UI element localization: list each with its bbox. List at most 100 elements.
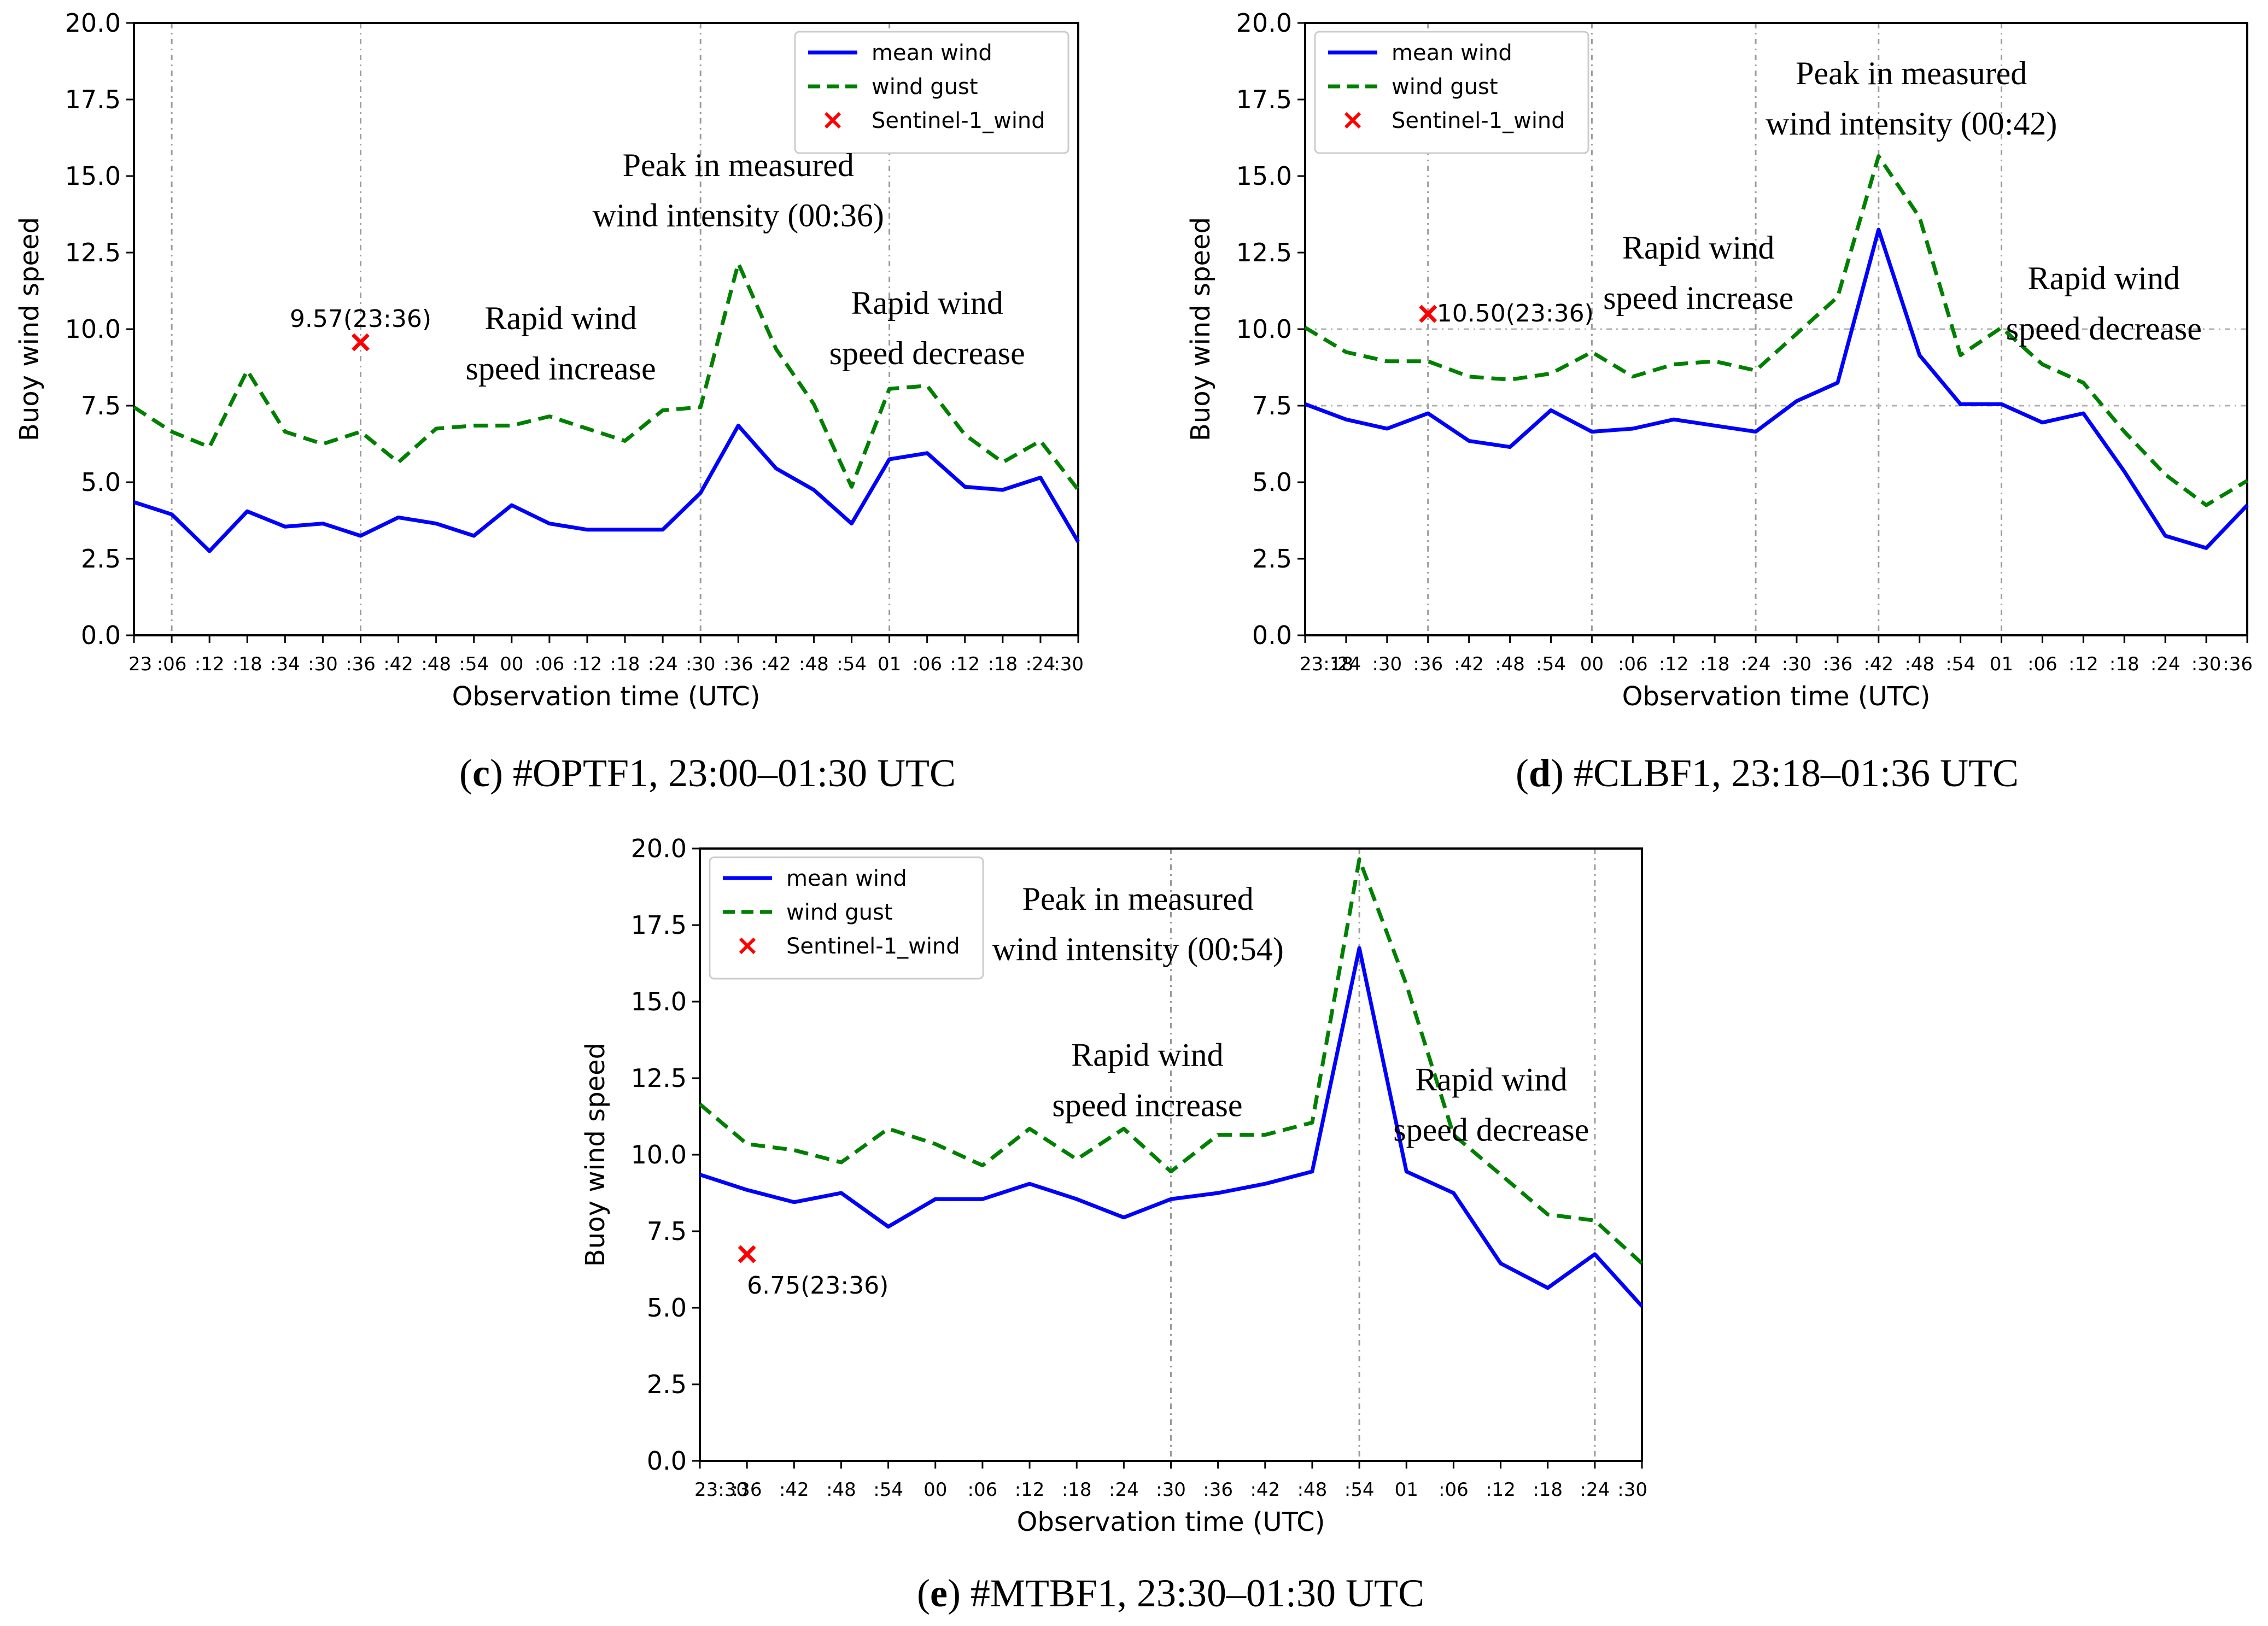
y-tick-label: 7.5 bbox=[1252, 391, 1292, 420]
x-tick-label: :54 bbox=[873, 1479, 903, 1501]
annotation-text: Rapid wind bbox=[484, 300, 636, 336]
chart-panel-e: 0.02.55.07.510.012.515.017.520.023:30:36… bbox=[580, 834, 1647, 1537]
x-tick-label: :54 bbox=[837, 653, 867, 675]
annotation-text: Rapid wind bbox=[1622, 230, 1774, 266]
x-tick-label: :24 bbox=[1331, 653, 1361, 675]
chart-panel-d: 0.02.55.07.510.012.515.017.520.023:18:24… bbox=[1185, 8, 2253, 712]
annotation-text: Rapid wind bbox=[851, 285, 1003, 321]
x-tick-label: :30 bbox=[1372, 653, 1402, 675]
annotation-text: speed increase bbox=[1603, 280, 1793, 316]
x-tick-label: :06 bbox=[2027, 653, 2057, 675]
y-tick-label: 2.5 bbox=[647, 1370, 687, 1399]
legend-label: Sentinel-1_wind bbox=[786, 934, 960, 959]
x-tick-label: :06 bbox=[968, 1479, 998, 1501]
x-tick-label: :42 bbox=[1250, 1479, 1280, 1501]
x-tick-label: :12 bbox=[195, 653, 225, 675]
x-axis-label: Observation time (UTC) bbox=[452, 681, 761, 712]
x-tick-label: :54 bbox=[1536, 653, 1566, 675]
x-tick-label: :48 bbox=[799, 653, 829, 675]
y-tick-label: 12.5 bbox=[631, 1063, 687, 1093]
x-tick-label: :30 bbox=[1617, 1479, 1647, 1501]
x-tick-label: :24 bbox=[648, 653, 678, 675]
y-axis-label: Buoy wind speed bbox=[1185, 217, 1216, 441]
x-tick-label: :36 bbox=[1203, 1479, 1233, 1501]
x-tick-label: :48 bbox=[826, 1479, 856, 1501]
mean-wind-line bbox=[1304, 227, 2249, 550]
y-tick-label: 12.5 bbox=[65, 238, 121, 267]
x-tick-label: :06 bbox=[1439, 1479, 1469, 1501]
annotation-text: wind intensity (00:42) bbox=[1766, 106, 2057, 142]
x-tick-label: :54 bbox=[459, 653, 489, 675]
legend-box bbox=[709, 856, 984, 980]
legend-label: wind gust bbox=[786, 900, 893, 925]
y-tick-label: 20.0 bbox=[1236, 8, 1292, 38]
x-tick-label: :48 bbox=[421, 653, 451, 675]
y-axis-label: Buoy wind speed bbox=[580, 1043, 611, 1267]
chart-panel-c: 0.02.55.07.510.012.515.017.520.023:06:12… bbox=[14, 8, 1084, 712]
y-tick-label: 7.5 bbox=[81, 391, 121, 420]
y-tick-label: 20.0 bbox=[631, 834, 687, 863]
x-axis-label: Observation time (UTC) bbox=[1622, 681, 1931, 712]
x-tick-label: :48 bbox=[1495, 653, 1525, 675]
x-tick-label: :30 bbox=[1054, 653, 1084, 675]
x-tick-label: :30 bbox=[686, 653, 716, 675]
sentinel-1-marker bbox=[352, 333, 370, 352]
sentinel-1-label: 6.75(23:36) bbox=[747, 1272, 889, 1300]
mean-wind-line bbox=[133, 423, 1080, 553]
x-tick-label: :18 bbox=[2109, 653, 2140, 675]
y-tick-label: 2.5 bbox=[1252, 544, 1292, 574]
caption-text: #MTBF1, 23:30–01:30 UTC bbox=[960, 1571, 1424, 1615]
x-tick-label: :24 bbox=[1580, 1479, 1610, 1501]
annotation-text: speed decrease bbox=[829, 335, 1025, 371]
mean-wind-line bbox=[699, 946, 1644, 1308]
x-tick-label: :24 bbox=[1741, 653, 1771, 675]
x-tick-label: :42 bbox=[1863, 653, 1893, 675]
legend-label: mean wind bbox=[1392, 40, 1512, 66]
x-tick-label: :18 bbox=[1700, 653, 1730, 675]
x-tick-label: 00 bbox=[1580, 653, 1604, 675]
legend-box bbox=[794, 31, 1069, 154]
legend-marker bbox=[824, 112, 841, 129]
y-tick-label: 15.0 bbox=[631, 987, 687, 1016]
annotation-text: Rapid wind bbox=[2028, 260, 2180, 296]
x-tick-label: :18 bbox=[232, 653, 262, 675]
x-tick-label: :18 bbox=[987, 653, 1018, 675]
annotation-text: wind intensity (00:36) bbox=[593, 197, 884, 233]
annotation-text: speed decrease bbox=[2006, 311, 2202, 347]
legend-label: Sentinel-1_wind bbox=[1392, 108, 1565, 133]
wind-gust-line bbox=[698, 857, 1644, 1265]
annotation-text: wind intensity (00:54) bbox=[992, 931, 1284, 967]
legend-marker bbox=[739, 937, 756, 955]
y-tick-label: 15.0 bbox=[1236, 161, 1292, 191]
annotation-text: Peak in measured bbox=[1022, 881, 1254, 917]
x-tick-label: 01 bbox=[1990, 653, 2013, 675]
caption-text: #OPTF1, 23:00–01:30 UTC bbox=[502, 751, 956, 795]
wind-gust-line bbox=[133, 261, 1080, 492]
x-tick-label: 23:30 bbox=[694, 1479, 748, 1501]
x-tick-label: :12 bbox=[1015, 1479, 1045, 1501]
x-tick-label: :12 bbox=[950, 653, 980, 675]
sentinel-1-marker bbox=[1419, 305, 1437, 323]
x-tick-label: :18 bbox=[1533, 1479, 1563, 1501]
x-tick-label: :12 bbox=[1659, 653, 1689, 675]
wind-gust-line bbox=[1304, 154, 2248, 507]
x-tick-label: :30 bbox=[1782, 653, 1812, 675]
y-tick-label: 17.5 bbox=[1236, 85, 1292, 114]
y-tick-label: 15.0 bbox=[65, 161, 121, 191]
y-tick-label: 17.5 bbox=[65, 85, 121, 114]
x-tick-label: :06 bbox=[535, 653, 565, 675]
x-tick-label: :06 bbox=[912, 653, 942, 675]
y-tick-label: 0.0 bbox=[647, 1446, 687, 1476]
sentinel-1-marker bbox=[738, 1245, 756, 1264]
x-tick-label: 00 bbox=[500, 653, 523, 675]
annotation-text: Rapid wind bbox=[1071, 1037, 1223, 1073]
x-tick-label: :18 bbox=[610, 653, 640, 675]
x-tick-label: :42 bbox=[761, 653, 791, 675]
x-tick-label: :12 bbox=[572, 653, 603, 675]
x-tick-label: :24 bbox=[1026, 653, 1056, 675]
legend-label: Sentinel-1_wind bbox=[872, 108, 1045, 133]
x-tick-label: :06 bbox=[1618, 653, 1648, 675]
x-tick-label: :24 bbox=[1109, 1479, 1139, 1501]
caption-letter: c bbox=[472, 751, 490, 795]
x-tick-label: :30 bbox=[2191, 653, 2222, 675]
